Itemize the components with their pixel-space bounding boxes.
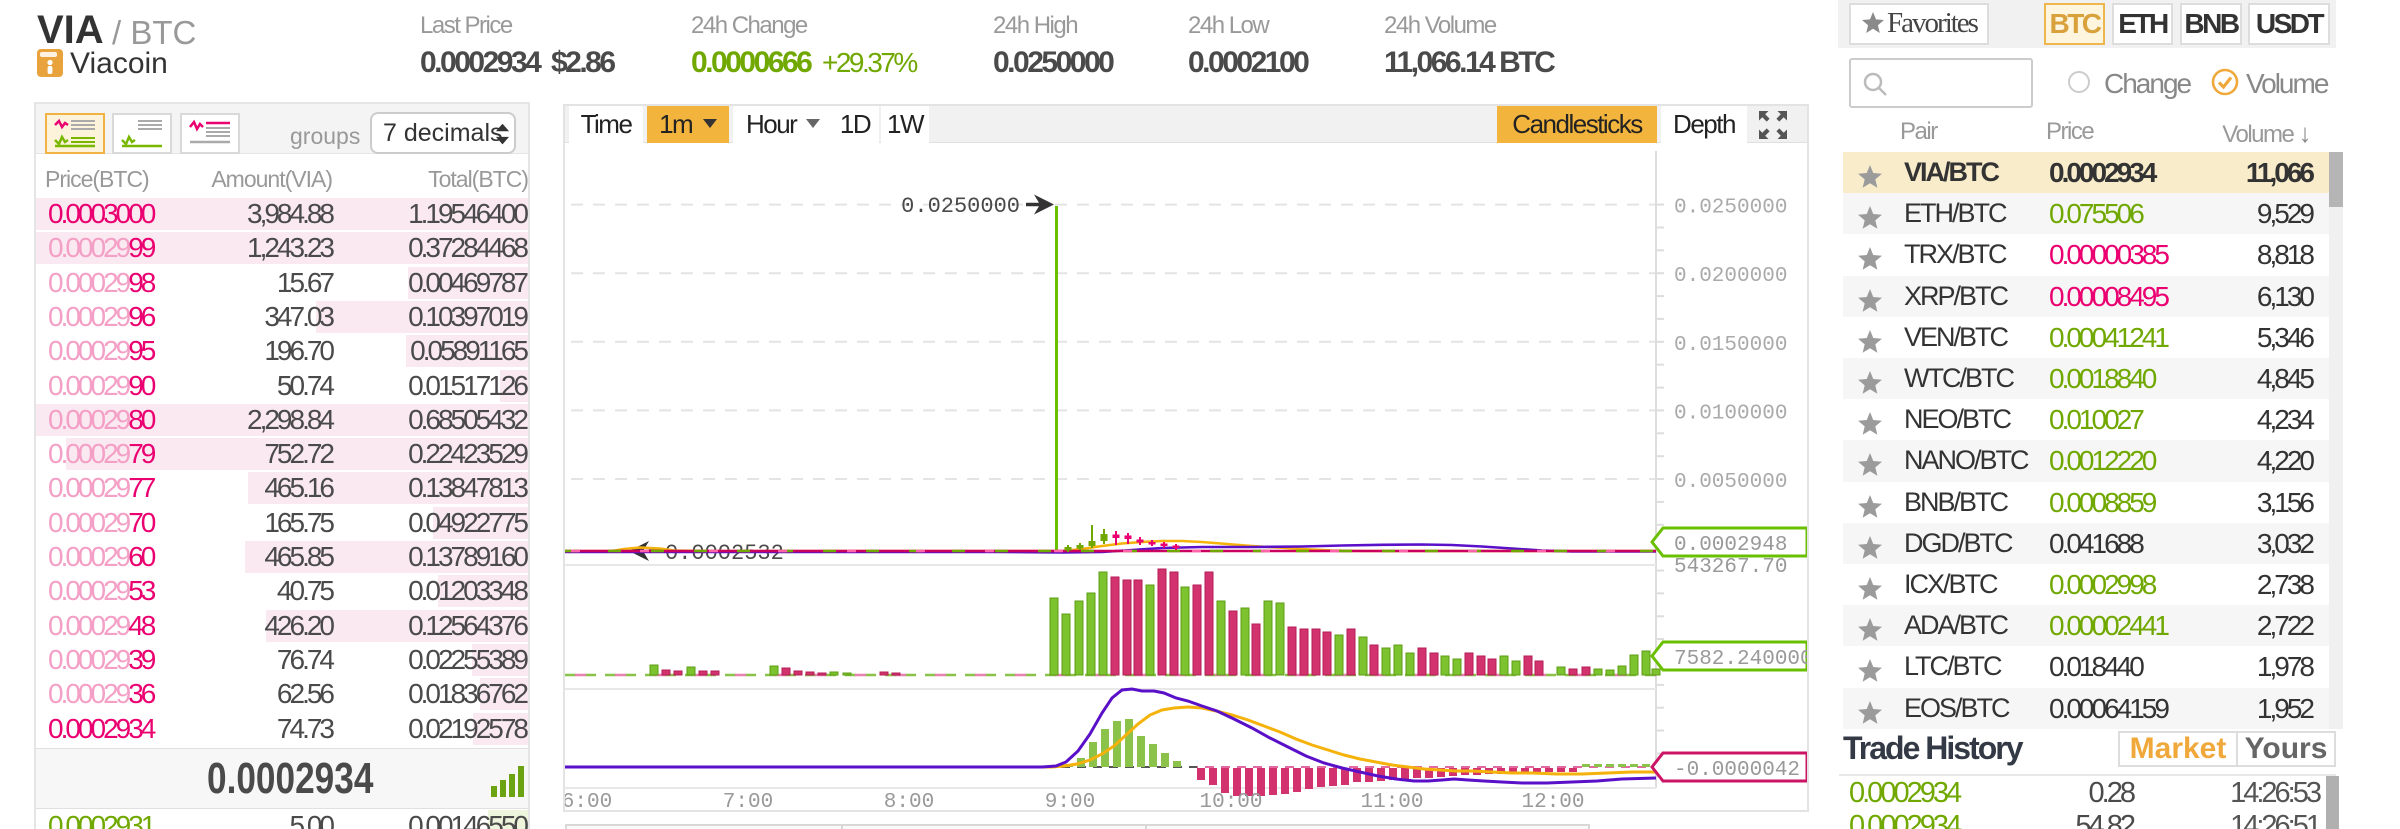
svg-text:0.0200000: 0.0200000	[1674, 265, 1787, 288]
svg-text:7:00: 7:00	[723, 791, 773, 812]
svg-text:8:00: 8:00	[884, 791, 934, 812]
svg-text:0.0002948: 0.0002948	[1674, 534, 1787, 557]
svg-text:0.0002532: 0.0002532	[665, 541, 784, 566]
svg-text:0.0250000: 0.0250000	[1674, 197, 1787, 220]
svg-text:0.0250000: 0.0250000	[901, 194, 1020, 219]
svg-text:7582.240000: 7582.240000	[1674, 648, 1807, 671]
svg-text:543267.70: 543267.70	[1674, 556, 1787, 579]
svg-text:9:00: 9:00	[1045, 791, 1095, 812]
svg-text:0.0100000: 0.0100000	[1674, 402, 1787, 425]
svg-text:12:00: 12:00	[1521, 791, 1584, 812]
svg-text:11:00: 11:00	[1360, 791, 1423, 812]
svg-text:10:00: 10:00	[1199, 791, 1262, 812]
svg-text:6:00: 6:00	[565, 791, 612, 812]
svg-text:-0.0000042: -0.0000042	[1674, 759, 1800, 782]
svg-text:0.0150000: 0.0150000	[1674, 334, 1787, 357]
svg-text:0.0050000: 0.0050000	[1674, 471, 1787, 494]
